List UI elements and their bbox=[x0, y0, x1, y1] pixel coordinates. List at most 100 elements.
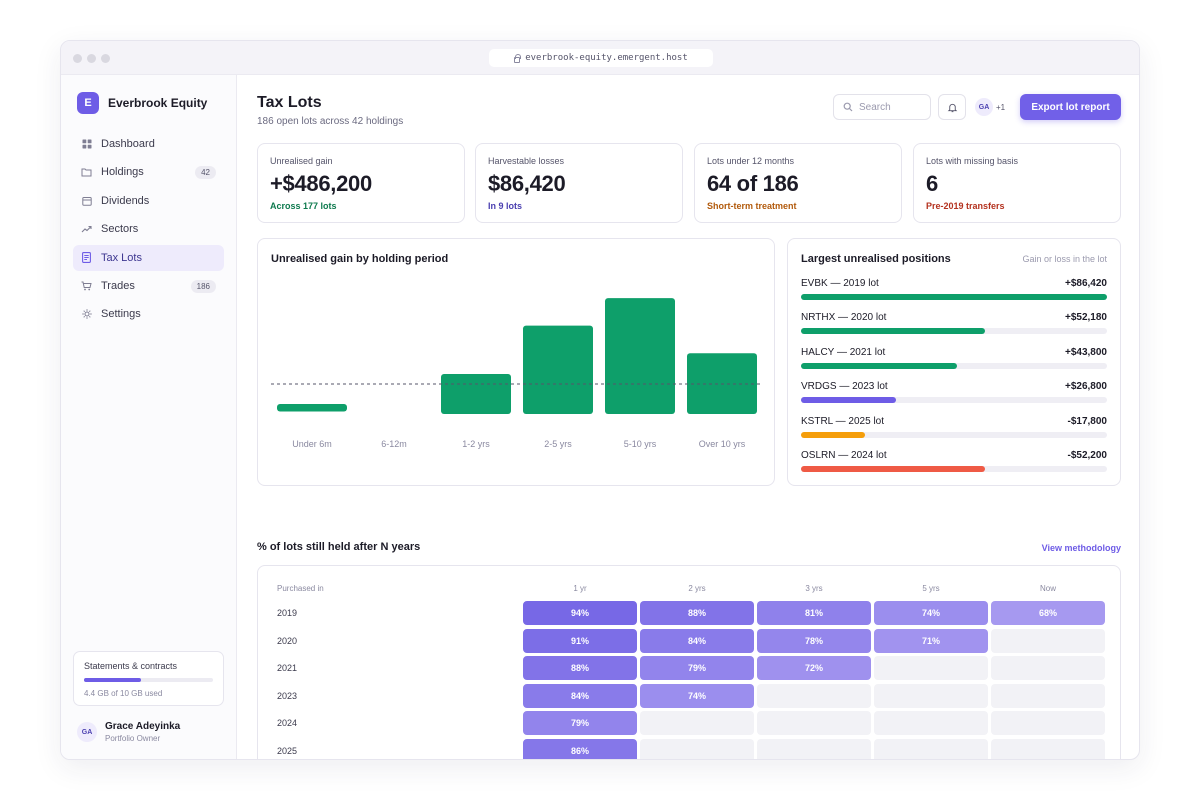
position-bar bbox=[801, 397, 1107, 404]
cohort-cell-empty bbox=[874, 656, 988, 681]
user-name: Grace Adeyinka bbox=[105, 721, 181, 732]
cohort-cell: 71% bbox=[874, 628, 988, 653]
cohort-cell: 84% bbox=[523, 683, 637, 708]
gear-icon bbox=[81, 309, 92, 320]
bar-1-2-yrs[interactable] bbox=[441, 373, 511, 414]
position-row[interactable]: NRTHX — 2020 lot +$52,180 bbox=[801, 312, 1107, 342]
kpi-value: 64 of 186 bbox=[707, 171, 799, 196]
position-bar bbox=[801, 362, 1107, 369]
search-input[interactable]: Search bbox=[833, 94, 931, 120]
position-bar-fill bbox=[801, 466, 985, 472]
x-tick-label: Over 10 yrs bbox=[699, 439, 746, 449]
sidebar-item-label: Settings bbox=[101, 308, 141, 321]
position-value: -$17,800 bbox=[1067, 415, 1107, 427]
x-tick-label: 5-10 yrs bbox=[624, 439, 657, 449]
positions-title: Largest unrealised positions bbox=[801, 253, 951, 265]
cohort-cell: 86% bbox=[523, 739, 637, 759]
cohort-cell-empty bbox=[991, 628, 1105, 653]
count-badge: 186 bbox=[190, 279, 216, 293]
position-name: NRTHX — 2020 lot bbox=[801, 312, 887, 324]
cohort-cell: 74% bbox=[640, 683, 754, 708]
page-title: Tax Lots bbox=[257, 94, 322, 111]
chart-title: Unrealised gain by holding period bbox=[271, 253, 449, 265]
brand[interactable]: E Everbrook Equity bbox=[77, 92, 207, 114]
kpi-card: Harvestable losses $86,420 In 9 lots bbox=[475, 143, 683, 223]
lock-icon bbox=[514, 53, 522, 63]
position-row[interactable]: KSTRL — 2025 lot -$17,800 bbox=[801, 416, 1107, 446]
window-dot[interactable] bbox=[101, 54, 110, 63]
retention-cohort-table: Purchased in 1 yr 2 yrs 3 yrs 5 yrs Now 2019 9… bbox=[257, 565, 1121, 759]
position-name: OSLRN — 2024 lot bbox=[801, 450, 887, 461]
export-lot-report-button[interactable]: Export lot report bbox=[1020, 94, 1121, 120]
sidebar-item-label: Dashboard bbox=[101, 138, 155, 150]
cohort-column-header: 5 yrs bbox=[922, 584, 940, 593]
cohort-cell: 78% bbox=[757, 628, 871, 653]
position-bar-fill bbox=[801, 431, 866, 438]
storage-used-text: 4.4 GB of 10 GB used bbox=[84, 689, 163, 698]
window-dot[interactable] bbox=[73, 54, 82, 63]
search-icon bbox=[843, 102, 853, 112]
kpi-note: Across 177 lots bbox=[270, 201, 337, 211]
storage-title: Statements & contracts bbox=[84, 661, 178, 671]
cohort-year: 2025 bbox=[277, 746, 298, 756]
sidebar-item-dividends[interactable]: Dividends bbox=[73, 188, 224, 214]
sidebar-item-tax-lots[interactable]: Tax Lots bbox=[73, 244, 224, 271]
position-name: HALCY — 2021 lot bbox=[801, 346, 886, 358]
cohort-cell-empty bbox=[874, 683, 988, 708]
position-bar-fill bbox=[801, 328, 985, 335]
cohort-row-header: Purchased in bbox=[277, 584, 324, 593]
bar-2-5-yrs[interactable] bbox=[523, 325, 593, 414]
kpi-label: Unrealised gain bbox=[270, 156, 333, 166]
cohort-year: 2023 bbox=[277, 690, 298, 701]
position-bar bbox=[801, 466, 1107, 472]
positions-hint: Gain or loss in the lot bbox=[1022, 254, 1107, 264]
sidebar-item-sectors[interactable]: Sectors bbox=[73, 216, 224, 242]
storage-bar bbox=[84, 678, 213, 682]
kpi-label: Lots under 12 months bbox=[707, 156, 795, 166]
cohort-column-header: 3 yrs bbox=[805, 584, 823, 593]
holding-period-chart-card: Unrealised gain by holding period Under … bbox=[257, 238, 775, 486]
cohort-cell: 79% bbox=[640, 656, 754, 681]
collaborators[interactable]: GA +1 bbox=[975, 98, 1005, 116]
trend-icon bbox=[81, 224, 92, 235]
user-profile[interactable]: GA Grace Adeyinka Portfolio Owner bbox=[77, 721, 180, 743]
bell-icon bbox=[947, 103, 957, 112]
cohort-cell-empty bbox=[874, 739, 988, 759]
kpi-card: Unrealised gain +$486,200 Across 177 lots bbox=[257, 143, 465, 223]
cohort-cell: 84% bbox=[640, 628, 754, 653]
position-row[interactable]: HALCY — 2021 lot +$43,800 bbox=[801, 347, 1107, 377]
kpi-value: +$486,200 bbox=[270, 171, 372, 196]
view-methodology-link[interactable]: View methodology bbox=[1041, 543, 1121, 553]
position-name: EVBK — 2019 lot bbox=[801, 278, 879, 289]
sidebar-item-label: Tax Lots bbox=[101, 251, 142, 264]
sidebar-item-trades[interactable]: Trades 186 bbox=[73, 273, 224, 299]
sidebar-item-label: Trades bbox=[101, 279, 135, 292]
sidebar-item-dashboard[interactable]: Dashboard bbox=[73, 131, 224, 157]
bar-5-10-yrs[interactable] bbox=[605, 298, 675, 414]
position-bar-fill bbox=[801, 362, 958, 369]
cohort-cell-empty bbox=[874, 711, 988, 736]
x-tick-label: 1-2 yrs bbox=[462, 439, 490, 449]
main-content: Tax Lots 186 open lots across 42 holding… bbox=[257, 75, 1121, 759]
cohort-cell: 91% bbox=[523, 628, 637, 653]
sidebar-item-label: Sectors bbox=[101, 223, 139, 236]
position-row[interactable]: VRDGS — 2023 lot +$26,800 bbox=[801, 381, 1107, 411]
calendar-icon bbox=[81, 195, 92, 206]
kpi-note: Short-term treatment bbox=[707, 201, 797, 211]
cohort-cell-empty bbox=[757, 683, 871, 708]
bar-under-6m[interactable] bbox=[277, 404, 347, 412]
brand-logo: E bbox=[77, 92, 99, 114]
position-row[interactable]: EVBK — 2019 lot +$86,420 bbox=[801, 278, 1107, 308]
storage-widget[interactable]: Statements & contracts 4.4 GB of 10 GB u… bbox=[73, 651, 224, 706]
address-bar[interactable]: everbrook-equity.emergent.host bbox=[489, 49, 713, 67]
sidebar-item-settings[interactable]: Settings bbox=[73, 301, 224, 327]
kpi-value: 6 bbox=[926, 171, 938, 196]
position-value: +$86,420 bbox=[1065, 278, 1107, 289]
position-row[interactable]: OSLRN — 2024 lot -$52,200 bbox=[801, 450, 1107, 480]
avatar: GA bbox=[77, 722, 97, 742]
sidebar-item-holdings[interactable]: Holdings 42 bbox=[73, 159, 224, 185]
cohort-column-header: 2 yrs bbox=[688, 584, 706, 593]
notifications-button[interactable] bbox=[938, 94, 966, 120]
window-dot[interactable] bbox=[87, 54, 96, 63]
position-bar-fill bbox=[801, 397, 896, 404]
